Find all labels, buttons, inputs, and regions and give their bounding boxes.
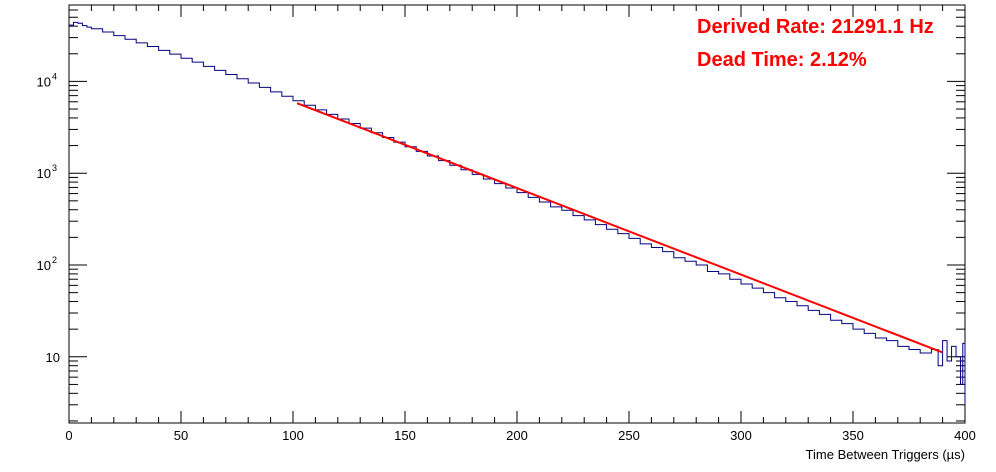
y-tick-label: 10 2 bbox=[37, 255, 57, 273]
x-tick-label: 150 bbox=[394, 428, 416, 443]
x-tick-label: 100 bbox=[282, 428, 304, 443]
y-tick-label-exponent: 2 bbox=[52, 255, 57, 265]
data-histogram bbox=[69, 21, 966, 405]
y-tick-label-base: 10 bbox=[37, 74, 51, 89]
x-tick-label: 250 bbox=[618, 428, 640, 443]
x-tick-label: 200 bbox=[506, 428, 528, 443]
x-tick-label: 50 bbox=[174, 428, 188, 443]
y-tick-label-base: 10 bbox=[37, 166, 51, 181]
y-tick-label: 10 bbox=[46, 350, 60, 365]
dead-time-annotation: Dead Time: 2.12% bbox=[697, 49, 867, 71]
derived-rate-annotation: Derived Rate: 21291.1 Hz bbox=[697, 16, 934, 38]
y-tick-label: 10 3 bbox=[37, 163, 57, 181]
x-axis-title: Time Between Triggers (µs) bbox=[806, 447, 965, 462]
axis-ticks bbox=[68, 5, 966, 423]
x-tick-label: 350 bbox=[842, 428, 864, 443]
y-tick-label-exponent: 3 bbox=[52, 163, 57, 173]
y-tick-label-base: 10 bbox=[37, 258, 51, 273]
x-tick-labels: 0 50 100 150 200 250 300 350 400 bbox=[65, 428, 975, 443]
x-tick-label: 300 bbox=[730, 428, 752, 443]
exponential-fit-line bbox=[296, 102, 943, 354]
x-tick-label: 0 bbox=[65, 428, 72, 443]
x-tick-label: 400 bbox=[954, 428, 976, 443]
y-tick-label-base: 10 bbox=[46, 350, 60, 365]
y-tick-label: 10 4 bbox=[37, 71, 57, 89]
y-tick-label-exponent: 4 bbox=[52, 71, 57, 81]
